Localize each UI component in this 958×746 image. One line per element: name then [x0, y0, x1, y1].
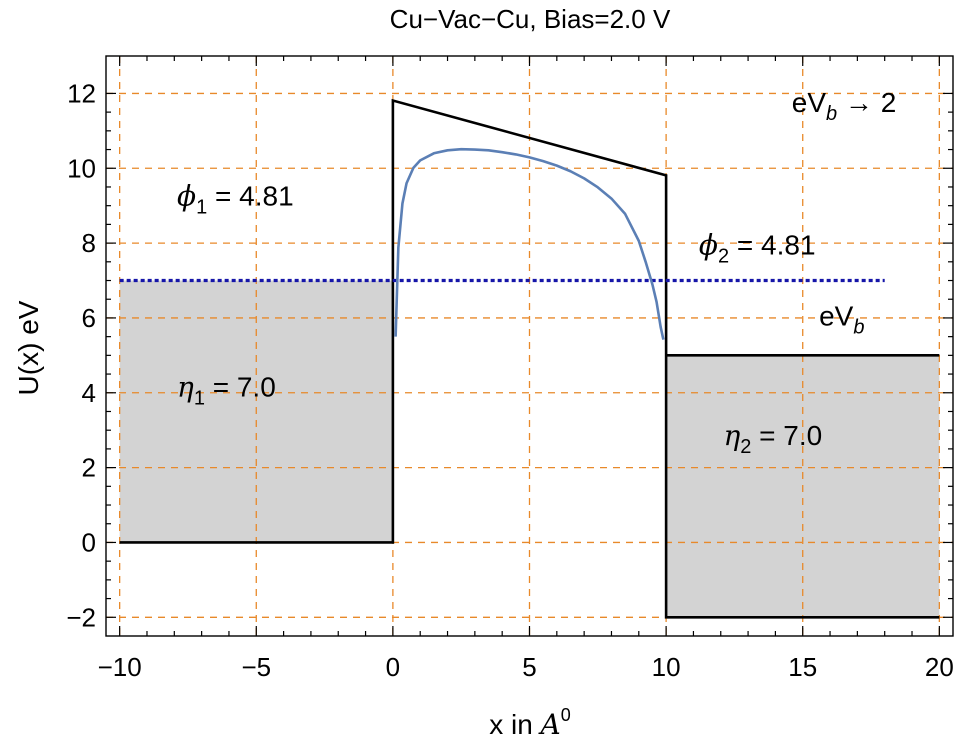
annotation-3: η1 = 7.0 [177, 371, 276, 410]
x-tick-label: 15 [788, 652, 817, 682]
x-tick-label: 20 [925, 652, 954, 682]
y-tick-label: 8 [82, 228, 96, 258]
annotation-2: ϕ2 = 4.81 [699, 228, 816, 267]
y-tick-label: −2 [66, 602, 96, 632]
y-tick-label: 2 [82, 453, 96, 483]
x-tick-label: 5 [522, 652, 536, 682]
annotation-1: ϕ1 = 4.81 [177, 180, 294, 219]
ticks: −10 −5 0 5 10 15 20 −2 0 2 4 6 8 10 12 [66, 56, 954, 682]
image-potential-curve [394, 147, 665, 340]
annotations: ϕ1 = 4.81 ϕ2 = 4.81 η1 = 7.0 η2 = 7.0 eVb eVb… [177, 87, 896, 458]
y-tick-label: 4 [82, 378, 96, 408]
plot-lines [119, 98, 940, 619]
x-tick-label: −5 [241, 652, 271, 682]
annotation-4: η2 = 7.0 [723, 419, 822, 458]
x-axis-label: x in A0 [489, 705, 571, 741]
y-axis-label: U(x) eV [13, 300, 44, 395]
y-tick-label: 10 [67, 153, 96, 183]
x-tick-label: 10 [652, 652, 681, 682]
annotation-6: eVb → 2 [792, 87, 897, 125]
x-tick-label: 0 [386, 652, 400, 682]
barrier-line [119, 98, 940, 619]
x-tick-label: −10 [98, 652, 142, 682]
y-tick-label: 6 [82, 303, 96, 333]
y-tick-label: 0 [82, 527, 96, 557]
annotation-5: eVb [819, 300, 864, 338]
chart-title: Cu−Vac−Cu, Bias=2.0 V [390, 4, 671, 34]
y-tick-label: 12 [67, 78, 96, 108]
